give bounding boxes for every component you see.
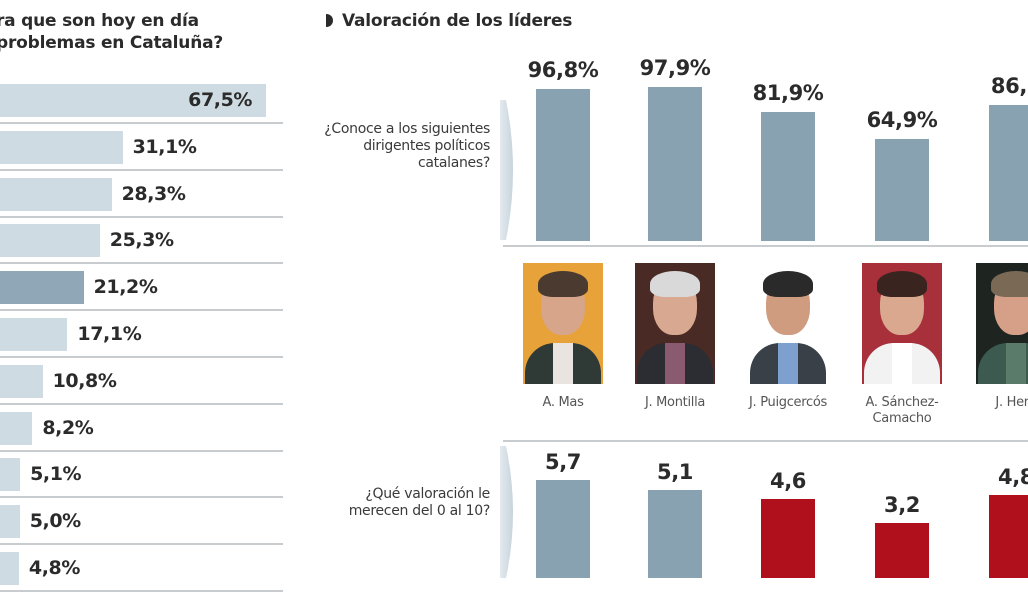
known-value-label: 64,9%: [866, 108, 938, 133]
leader-photo: [748, 263, 828, 384]
leader-photo: [523, 263, 603, 384]
problem-bar: [0, 411, 33, 445]
known-bar: [875, 139, 929, 241]
problems-chart-title: ra que son hoy en día problemas en Catal…: [0, 10, 296, 54]
leader-photo: [635, 263, 715, 384]
problem-bar: [0, 318, 68, 351]
known-value-label: 97,9%: [639, 56, 711, 81]
rating-value-label: 4,6: [769, 468, 806, 493]
problem-value-label: 5,0%: [29, 510, 82, 533]
leader-name-line1: J. Montilla: [644, 395, 706, 410]
problem-value-label: 8,2%: [42, 416, 94, 439]
problem-bar: [0, 505, 20, 539]
rating-bar: [989, 495, 1028, 578]
section-divider: [503, 245, 1028, 247]
problem-row: 21,2%: [0, 265, 283, 312]
chevron-right-icon: [500, 446, 513, 578]
problem-value-label: 17,1%: [77, 323, 142, 345]
row-separator: [0, 356, 283, 358]
leader-name-line2: Camacho: [872, 411, 932, 426]
known-bar: [761, 112, 815, 241]
leaders-title-text: Valoración de los líderes: [342, 11, 573, 31]
problem-value-label: 10,8%: [52, 369, 117, 392]
row-separator: [0, 309, 283, 312]
problem-row: 25,3%: [0, 218, 283, 265]
problem-bar: [0, 364, 43, 398]
problem-bar: [0, 271, 84, 305]
row-separator: [0, 122, 283, 124]
problem-value-label: 5,1%: [30, 463, 82, 486]
problem-value-label: 4,8%: [28, 557, 81, 579]
known-value-label: 86,6: [990, 74, 1028, 99]
known-value-label: 81,9%: [752, 81, 824, 106]
rating-value-label: 5,1: [656, 460, 693, 485]
leader-name-line1: A. Sánchez-: [865, 395, 939, 410]
problems-title-line1: ra que son hoy en día: [0, 11, 199, 31]
known-value-label: 96,8%: [527, 58, 599, 83]
row-separator: [0, 402, 283, 405]
problem-row: 5,0%: [0, 499, 283, 546]
leader-name: J. Montilla: [620, 395, 730, 411]
row-separator: [0, 215, 283, 218]
leader-name: J. Hern: [961, 395, 1028, 411]
leaders-section-title: Valoración de los líderes: [326, 9, 572, 33]
problem-bar: [0, 84, 267, 117]
problem-value-label: 28,3%: [121, 182, 186, 205]
problem-bar: [0, 552, 19, 585]
row-separator: [0, 449, 283, 452]
problem-row: 8,2%: [0, 406, 283, 452]
problem-row: 5,1%: [0, 452, 283, 499]
row-separator: [0, 543, 283, 546]
row-separator: [0, 262, 283, 265]
problem-bar: [0, 130, 123, 164]
leader-photo: [862, 263, 942, 384]
leader-name: A. Mas: [508, 395, 618, 411]
problem-value-label: 25,3%: [109, 229, 174, 252]
problem-row: 31,1%: [0, 125, 283, 171]
leader-name-line1: J. Hern: [995, 395, 1028, 410]
known-bar: [536, 89, 590, 241]
row-separator: [0, 496, 283, 499]
problem-bar: [0, 224, 100, 258]
problem-row: 28,3%: [0, 172, 283, 218]
problem-bar: [0, 177, 112, 211]
leader-name-line1: J. Puigcercós: [749, 395, 827, 410]
section-divider: [503, 440, 1028, 442]
leader-photo: [976, 263, 1028, 384]
known-bar: [989, 105, 1028, 241]
rating-bar: [875, 523, 929, 578]
problem-row: 4,8%: [0, 546, 283, 592]
rating-bar: [536, 480, 590, 578]
problems-title-line2: problemas en Cataluña?: [0, 33, 224, 53]
bullet-icon: [326, 14, 333, 27]
problems-panel: ra que son hoy en día problemas en Catal…: [0, 0, 290, 592]
rating-bar: [761, 498, 815, 578]
problem-bar: [0, 458, 21, 492]
leader-name: J. Puigcercós: [733, 395, 843, 411]
known-bar: [648, 87, 702, 241]
rating-value-label: 5,7: [544, 450, 581, 474]
question-known: ¿Conoce a los siguientes dirigentes polí…: [324, 121, 490, 171]
rating-value-label: 3,2: [883, 493, 920, 517]
rating-bar: [648, 490, 702, 578]
rating-value-label: 4,8: [997, 465, 1028, 490]
problem-value-label: 31,1%: [132, 135, 197, 158]
problem-value-label: 67,5%: [188, 89, 253, 111]
chevron-right-icon: [500, 100, 513, 240]
problem-row: 17,1%: [0, 312, 283, 358]
leader-name: A. Sánchez- Camacho: [847, 395, 957, 427]
problem-row: 67,5%: [0, 78, 283, 124]
question-rating: ¿Qué valoración le merecen del 0 al 10?: [348, 486, 491, 519]
row-separator: [0, 168, 283, 171]
problem-row: 10,8%: [0, 359, 283, 405]
problem-value-label: 21,2%: [93, 276, 158, 299]
leader-name-line1: A. Mas: [542, 395, 584, 410]
